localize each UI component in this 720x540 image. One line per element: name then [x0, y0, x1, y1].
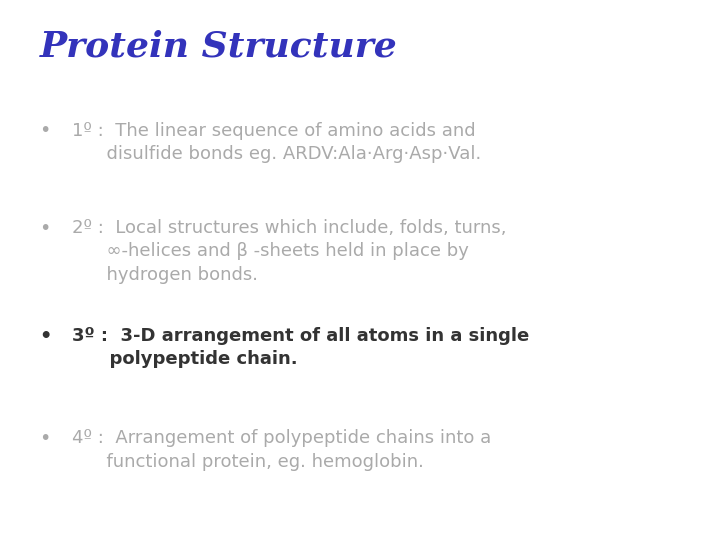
Text: 4º :  Arrangement of polypeptide chains into a
      functional protein, eg. hem: 4º : Arrangement of polypeptide chains i… — [72, 429, 491, 471]
Text: •: • — [40, 122, 51, 140]
Text: •: • — [40, 327, 52, 346]
Text: 2º :  Local structures which include, folds, turns,
      ∞-helices and β -sheet: 2º : Local structures which include, fol… — [72, 219, 506, 284]
Text: •: • — [40, 429, 51, 448]
Text: Protein Structure: Protein Structure — [40, 30, 397, 64]
Text: •: • — [40, 219, 51, 238]
Text: 1º :  The linear sequence of amino acids and
      disulfide bonds eg. ARDV:Ala·: 1º : The linear sequence of amino acids … — [72, 122, 481, 163]
Text: 3º :  3-D arrangement of all atoms in a single
      polypeptide chain.: 3º : 3-D arrangement of all atoms in a s… — [72, 327, 529, 368]
